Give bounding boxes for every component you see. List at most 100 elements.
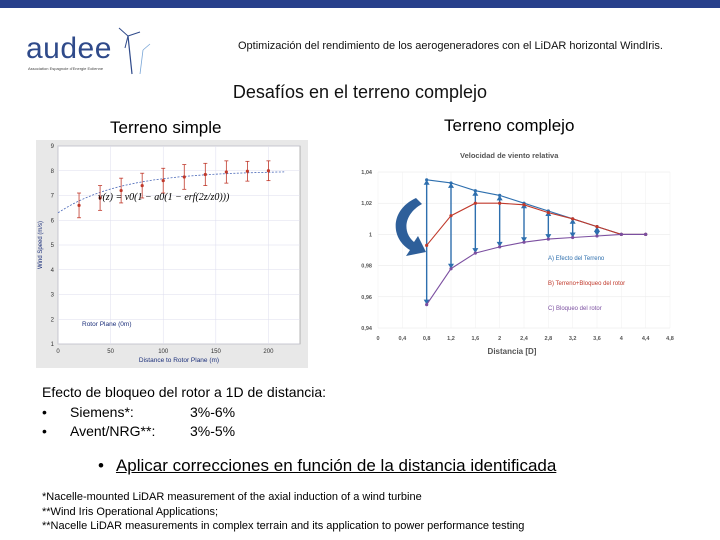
arrow-head [448,182,454,188]
data-point [571,217,575,221]
data-point [449,214,453,218]
y-tick-label: 6 [51,218,55,224]
arrow-head [569,218,576,224]
data-point [449,181,453,185]
y-tick-label: 2 [51,317,55,323]
y-tick-label: 3 [51,293,55,299]
right-subtitle: Terreno complejo [444,116,575,135]
y-tick-label: 1,04 [361,170,373,176]
wind-turbine-icon [118,27,151,75]
y-tick-label: 4 [51,268,55,274]
data-point [522,203,526,207]
chart-title: Velocidad de viento relativa [460,151,559,160]
data-point [98,196,102,200]
bullet: • [42,403,47,420]
y-tick-label: 1 [369,232,372,238]
x-tick-label: 2,4 [520,336,529,342]
fit-curve [57,171,285,214]
x-tick-label: 0 [376,336,379,342]
info-item: • Avent/NRG**: 3%-5% [42,422,326,442]
arrow-head [496,195,503,201]
info-item-value: 3%-6% [190,403,236,420]
x-axis-label: Distance to Rotor Plane (m) [139,357,219,364]
data-point [644,232,648,236]
data-point [119,188,123,193]
data-point [245,169,249,173]
x-tick-label: 0,4 [399,336,408,342]
arrow-head [423,179,430,185]
y-axis-label: Wind Speed (m/s) [38,221,44,269]
data-point [498,201,502,205]
arrow-head [594,226,600,232]
legend-entry: A) Efecto del Terreno [548,256,605,262]
data-point [140,184,144,188]
data-point [522,240,526,244]
data-point [498,193,502,197]
data-point [595,225,599,229]
footnote: **Nacelle LiDAR measurements in complex … [42,520,525,532]
x-axis-label: Distancia [D] [488,347,537,356]
data-point [161,179,165,183]
data-point [182,175,186,179]
top-accent-bar [0,0,720,8]
formula-label: v(z) = v0(1 − a0(1 − erf(2z/z0))) [98,192,230,203]
blocking-effect-info: Efecto de bloqueo del rotor a 1D de dist… [42,383,326,442]
x-tick-label: 0,8 [423,336,431,342]
data-point [498,245,502,249]
bullet: • [42,423,47,439]
y-tick-label: 5 [51,243,55,249]
y-tick-label: 1 [51,342,55,348]
data-point [203,172,207,177]
arrow-head [521,237,527,243]
data-point [571,235,575,240]
relative-wind-speed-chart: Velocidad de viento relativa 1,04 1,02 1 0,… [348,140,678,362]
audee-logo: audee Association Espagnole d'Energie Eo… [22,26,157,76]
x-tick-label: 3,6 [593,336,601,342]
x-tick-label: 0 [56,349,60,355]
data-point [595,234,599,238]
action-text: Aplicar correcciones en función de la di… [115,456,557,475]
y-tick-label: 8 [51,169,55,175]
data-point [77,203,81,207]
data-point [473,251,477,255]
x-tick-label: 2,8 [545,336,553,342]
footnotes: *Nacelle-mounted LiDAR measurement of th… [42,490,524,534]
info-heading: Efecto de bloqueo del rotor a 1D de dist… [42,384,327,400]
arrow-head [545,234,552,240]
left-subtitle: Terreno simple [110,118,222,137]
y-tick-label: 9 [51,144,55,150]
logo-text: audee [26,32,112,65]
data-point [425,243,429,247]
arrow-head [472,190,479,196]
chart-background [348,140,678,362]
wind-speed-chart: 1 2 3 4 5 6 7 8 9 0 50 100 150 200 v(z) = v0(1 − a0(1… [36,140,308,368]
info-item-name: Siemens*: [70,403,134,420]
data-point [425,178,429,182]
footnote: *Nacelle-mounted LiDAR measurement of th… [42,491,422,503]
x-tick-label: 1,6 [472,336,480,342]
x-tick-label: 50 [107,349,114,355]
y-tick-label: 7 [51,194,55,200]
y-tick-label: 1,02 [361,201,372,207]
bullet: • [98,456,104,475]
rotor-plane-annotation: Rotor Plane (0m) [82,321,132,328]
y-tick-label: 0,96 [361,295,372,301]
data-point [425,303,429,307]
x-tick-label: 4,8 [666,336,674,342]
data-point [546,210,550,215]
action-bullet: • Aplicar correcciones en función de la … [98,456,556,476]
data-point [449,267,453,271]
legend-entry: B) Terreno+Bloqueo del rotor [548,281,625,287]
arrow-head [423,299,430,305]
x-tick-label: 2 [498,336,501,342]
arrow-head [472,248,479,254]
x-tick-label: 3,2 [569,336,577,342]
header-title: Optimización del rendimiento de los aero… [238,40,663,52]
data-point [224,170,228,174]
x-tick-label: 1,2 [447,336,455,342]
x-tick-label: 200 [263,349,274,355]
y-tick-label: 0,98 [361,264,372,270]
legend-entry: C) Bloqueo del rotor [548,306,602,312]
y-tick-label: 0,94 [361,326,373,332]
arrow-head [569,232,576,238]
